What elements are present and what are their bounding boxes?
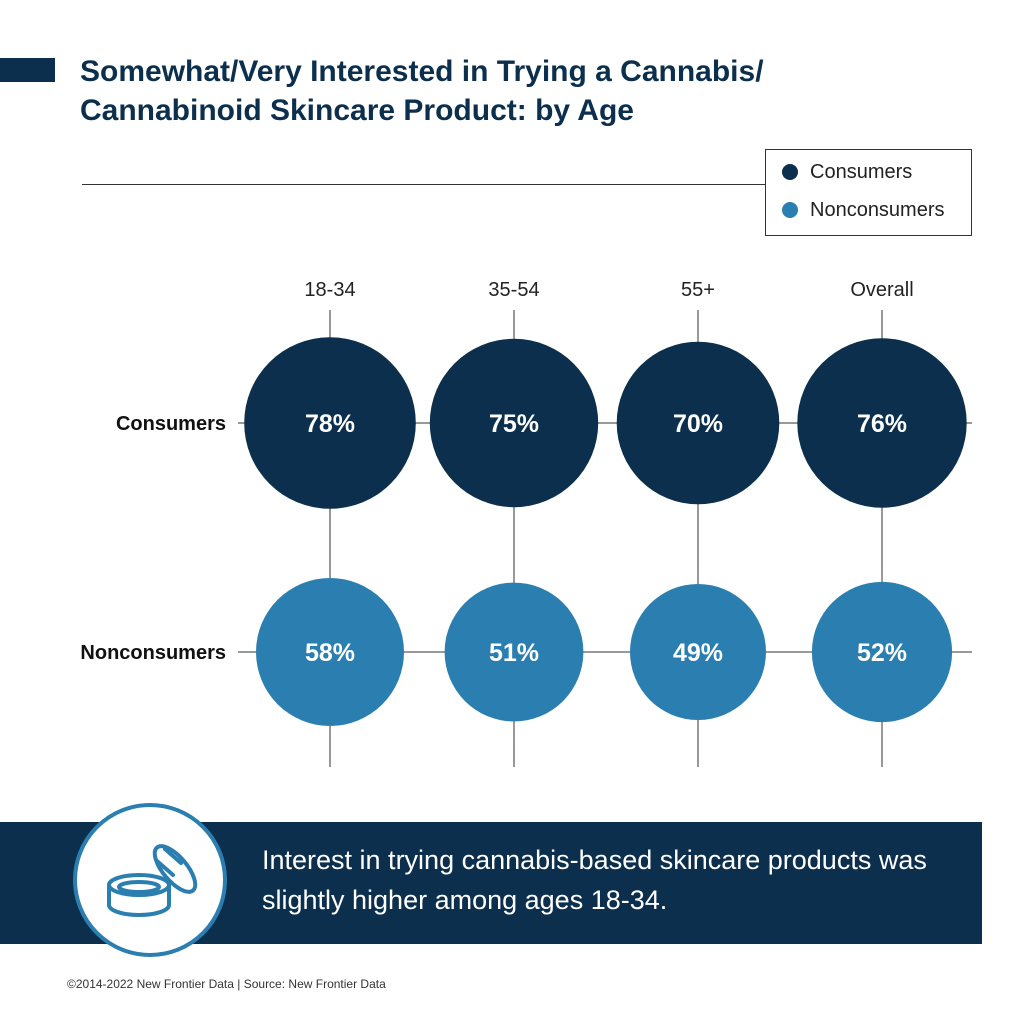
data-bubble (616, 341, 780, 505)
bubble-chart: 18-34 35-54 55+ Overall Consumers Nonconsumer… (80, 279, 972, 767)
category-label: Overall (850, 279, 913, 301)
legend-item-nonconsumers: Nonconsumers (782, 198, 945, 222)
legend-label-consumers: Consumers (810, 160, 913, 183)
category-label: 35-54 (488, 279, 539, 301)
data-label: 75% (489, 410, 539, 438)
data-bubble (244, 337, 416, 509)
data-label: 51% (489, 639, 539, 667)
data-label: 78% (305, 410, 355, 438)
legend-swatch-consumers (782, 164, 798, 180)
legend: Consumers Nonconsumers (765, 149, 972, 236)
legend-label-nonconsumers: Nonconsumers (810, 198, 945, 221)
data-label: 49% (673, 639, 723, 667)
data-bubble (444, 582, 584, 722)
data-bubble (811, 581, 953, 723)
category-label: 55+ (681, 279, 715, 301)
legend-item-consumers: Consumers (782, 160, 912, 184)
footer-source: ©2014-2022 New Frontier Data | Source: N… (67, 977, 386, 991)
data-label: 58% (305, 639, 355, 667)
title-divider (82, 184, 766, 185)
data-label: 76% (857, 410, 907, 438)
series-label: Nonconsumers (80, 642, 226, 664)
skincare-jar-icon (107, 844, 198, 917)
data-label: 70% (673, 410, 723, 438)
data-label: 52% (857, 639, 907, 667)
data-bubble (797, 338, 967, 508)
data-bubble (256, 578, 404, 726)
legend-swatch-nonconsumers (782, 202, 798, 218)
accent-bar (0, 58, 55, 82)
category-label: 18-34 (304, 279, 355, 301)
callout-text: Interest in trying cannabis-based skinca… (262, 845, 927, 915)
chart-title: Somewhat/Very Interested in Trying a Can… (80, 55, 764, 127)
data-bubble (429, 338, 599, 508)
data-bubble (630, 584, 766, 720)
series-label: Consumers (116, 413, 226, 435)
icon-badge (73, 803, 227, 957)
